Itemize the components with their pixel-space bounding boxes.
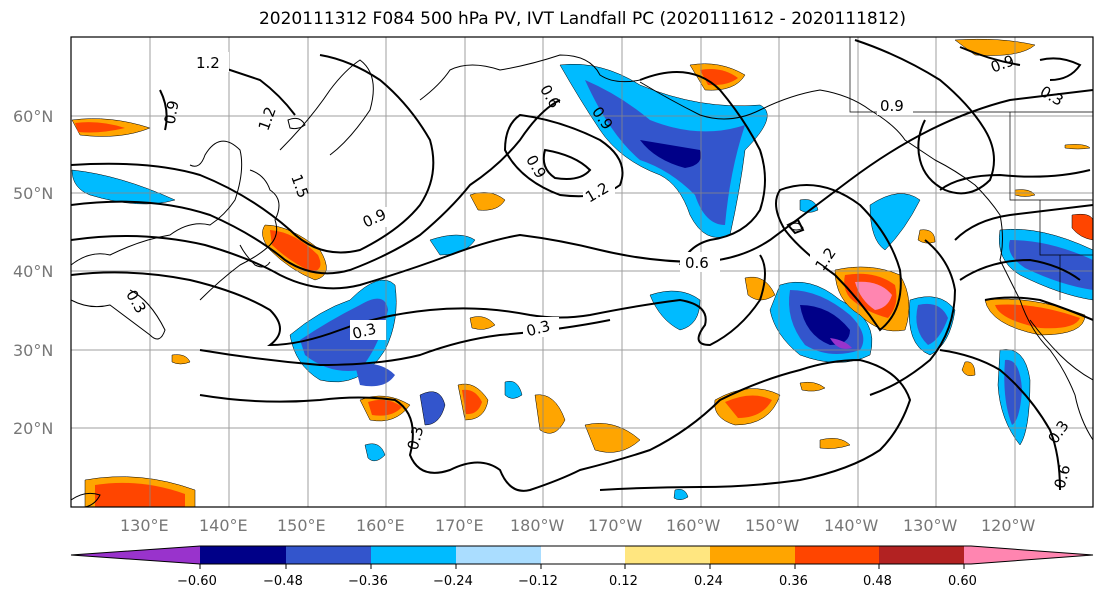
colorbar-tick-label: −0.36 — [348, 574, 388, 589]
colorbar-segment — [541, 546, 625, 564]
colorbar: −0.60 −0.48 −0.36 −0.24 −0.12 0.12 0.24 … — [70, 545, 1094, 589]
contour-label: 0.6 — [685, 254, 709, 272]
pv-contours — [71, 39, 1093, 492]
contour-label: 0.9 — [880, 97, 904, 115]
latitude-labels: 60°N 50°N 40°N 30°N 20°N — [13, 107, 53, 438]
colorbar-segment — [625, 546, 710, 564]
lon-label: 140°E — [199, 516, 248, 535]
colorbar-tick-label: 0.24 — [694, 574, 723, 589]
colorbar-tick-label: −0.12 — [518, 574, 558, 589]
colorbar-segment — [456, 546, 541, 564]
contour-label: 0.3 — [524, 317, 552, 341]
lon-label: 170°W — [588, 516, 643, 535]
map-frame — [70, 36, 1094, 508]
lon-label: 160°W — [666, 516, 721, 535]
longitude-labels: 130°E 140°E 150°E 160°E 170°E 180°W 170°… — [120, 516, 1036, 535]
colorbar-tick-label: 0.48 — [863, 574, 892, 589]
lon-label: 170°E — [435, 516, 484, 535]
lon-label: 130°E — [120, 516, 169, 535]
colorbar-segment — [710, 546, 795, 564]
colorbar-segment — [200, 546, 286, 564]
lon-label: 180°W — [510, 516, 565, 535]
map-title: 2020111312 F084 500 hPa PV, IVT Landfall… — [258, 9, 906, 29]
lat-label-30n: 30°N — [13, 341, 53, 360]
colorbar-segment — [371, 546, 456, 564]
lat-label-20n: 20°N — [13, 419, 53, 438]
colorbar-segment — [71, 546, 200, 564]
lon-label: 130°W — [903, 516, 958, 535]
colorbar-tick-label: −0.60 — [177, 574, 217, 589]
lon-label: 140°W — [824, 516, 879, 535]
lon-label: 120°W — [981, 516, 1036, 535]
colorbar-segment — [286, 546, 371, 564]
contour-label: 0.3 — [350, 319, 378, 343]
contour-label: 0.9 — [161, 99, 183, 126]
map-background — [71, 37, 1093, 507]
contour-label: 1.2 — [196, 54, 220, 72]
contour-label: 0.6 — [1051, 463, 1075, 491]
contour-label: 0.3 — [404, 424, 428, 452]
contour-label-group — [193, 52, 913, 340]
colorbar-segment — [964, 546, 971, 564]
lon-label: 150°E — [277, 516, 326, 535]
lat-label-40n: 40°N — [13, 262, 53, 281]
lat-label-60n: 60°N — [13, 107, 53, 126]
colorbar-tick-label: 0.60 — [948, 574, 977, 589]
lon-label: 160°E — [356, 516, 405, 535]
colorbar-tick-label: 0.12 — [609, 574, 638, 589]
coastlines — [71, 54, 1093, 507]
lon-label: 150°W — [745, 516, 800, 535]
colorbar-ticks — [199, 564, 965, 569]
colorbar-tick-label: −0.48 — [263, 574, 303, 589]
colorbar-segment — [971, 546, 1093, 564]
borders — [849, 37, 1093, 300]
colorbar-tick-label: 0.36 — [779, 574, 808, 589]
lat-label-50n: 50°N — [13, 184, 53, 203]
colorbar-segment — [879, 546, 964, 564]
colorbar-tick-label: −0.24 — [433, 574, 473, 589]
colorbar-segment — [795, 546, 879, 564]
